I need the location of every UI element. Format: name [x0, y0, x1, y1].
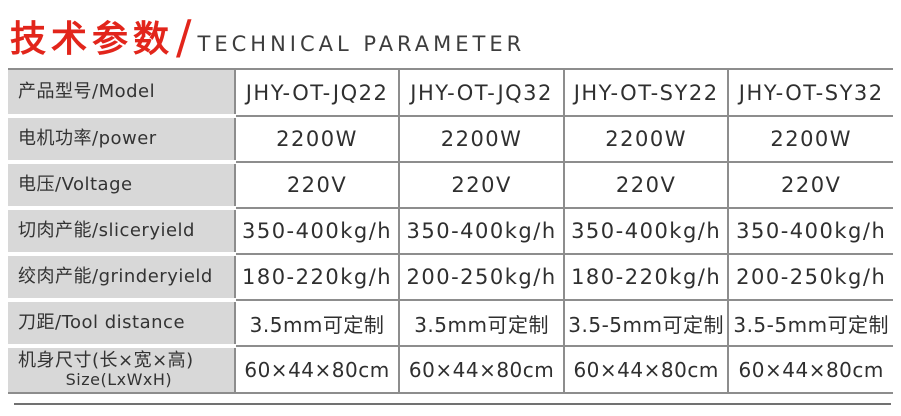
param-value: 180-220kg/h [233, 254, 400, 301]
param-value: 220V [727, 162, 893, 209]
param-value: 2200W [233, 116, 400, 163]
param-value: 2200W [727, 116, 893, 163]
param-label-tool-distance: 刀距/Tool distance [8, 300, 235, 348]
param-label-text: 绞肉产能/grinderyield [18, 265, 213, 287]
param-label-size: 机身尺寸(长×宽×高) Size(LxWxH) [8, 346, 235, 392]
table-row-tool-distance: 刀距/Tool distance 3.5mm可定制 3.5mm可定制 3.5-5… [8, 300, 893, 348]
param-value: JHY-OT-JQ32 [398, 70, 564, 117]
param-value: 60×44×80cm [727, 346, 893, 392]
param-value: 60×44×80cm [398, 346, 564, 392]
param-label-text: 切肉产能/sliceryield [18, 219, 195, 241]
param-label-power: 电机功率/power [8, 116, 235, 164]
table-row-voltage: 电压/Voltage 220V 220V 220V 220V [8, 162, 893, 210]
param-label-text: 电机功率/power [18, 127, 157, 149]
param-label-text-en: Size(LxWxH) [65, 369, 173, 389]
param-value: 200-250kg/h [727, 254, 893, 301]
param-value: 3.5mm可定制 [398, 300, 564, 347]
param-value: 350-400kg/h [233, 208, 400, 255]
param-value: 3.5-5mm可定制 [562, 300, 729, 347]
table-row-size: 机身尺寸(长×宽×高) Size(LxWxH) 60×44×80cm 60×44… [8, 346, 893, 392]
param-label-model: 产品型号/Model [8, 70, 235, 118]
param-value: 2200W [398, 116, 564, 163]
param-label-text: 刀距/Tool distance [18, 311, 186, 333]
param-value: 220V [562, 162, 729, 209]
table-row-slicer-yield: 切肉产能/sliceryield 350-400kg/h 350-400kg/h… [8, 208, 893, 256]
param-label-voltage: 电压/Voltage [8, 162, 235, 210]
param-label-grinder-yield: 绞肉产能/grinderyield [8, 254, 235, 302]
param-value: 220V [233, 162, 400, 209]
param-value: 60×44×80cm [233, 346, 400, 392]
title-slash-divider: / [176, 9, 192, 64]
title-english: TECHNICAL PARAMETER [197, 32, 526, 56]
param-value: 200-250kg/h [398, 254, 564, 301]
param-label-text: 电压/Voltage [18, 173, 133, 195]
param-value: JHY-OT-SY22 [562, 70, 729, 117]
table-row-power: 电机功率/power 2200W 2200W 2200W 2200W [8, 116, 893, 164]
param-value: 350-400kg/h [398, 208, 564, 255]
table-row-model: 产品型号/Model JHY-OT-JQ22 JHY-OT-JQ32 JHY-O… [8, 70, 893, 118]
spec-table-frame: 产品型号/Model JHY-OT-JQ22 JHY-OT-JQ32 JHY-O… [8, 68, 893, 394]
table-row-grinder-yield: 绞肉产能/grinderyield 180-220kg/h 200-250kg/… [8, 254, 893, 302]
spec-table: 产品型号/Model JHY-OT-JQ22 JHY-OT-JQ32 JHY-O… [8, 70, 893, 392]
param-value: 3.5-5mm可定制 [727, 300, 893, 347]
param-value: 2200W [562, 116, 729, 163]
param-label-slicer-yield: 切肉产能/sliceryield [8, 208, 235, 256]
param-value: JHY-OT-SY32 [727, 70, 893, 117]
param-value: 60×44×80cm [562, 346, 729, 392]
section-title: 技术参数 / TECHNICAL PARAMETER [10, 8, 893, 64]
param-value: 350-400kg/h [562, 208, 729, 255]
param-label-text: 产品型号/Model [18, 80, 156, 102]
param-label-text: 机身尺寸(长×宽×高) [18, 350, 194, 372]
title-chinese: 技术参数 [10, 19, 175, 60]
param-value: 180-220kg/h [562, 254, 729, 301]
param-value: 220V [398, 162, 564, 209]
param-value: JHY-OT-JQ22 [233, 70, 400, 117]
param-value: 3.5mm可定制 [233, 300, 400, 347]
page: 技术参数 / TECHNICAL PARAMETER 产品型号/Model JH… [8, 8, 893, 405]
section-divider [14, 403, 891, 405]
param-value: 350-400kg/h [727, 208, 893, 255]
